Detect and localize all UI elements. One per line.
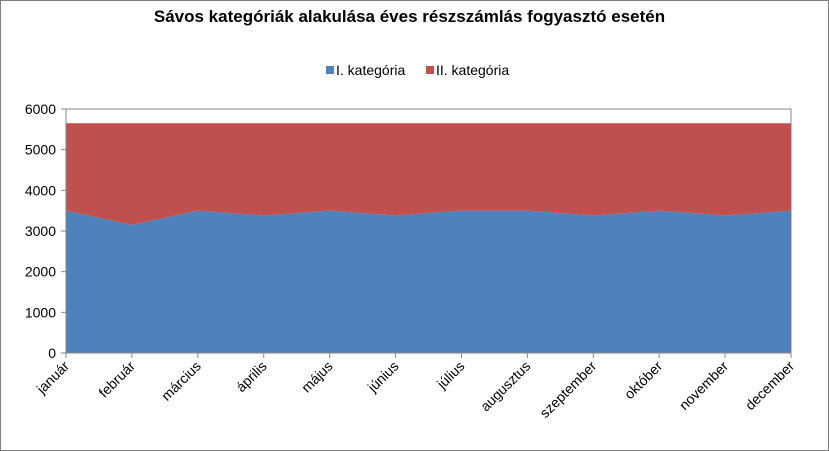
x-tick-label: október	[621, 358, 666, 403]
x-tick-label: április	[233, 358, 270, 395]
y-tick-label: 2000	[25, 264, 56, 280]
y-tick-label: 0	[48, 345, 56, 361]
legend: I. kategória II. kategória	[326, 62, 509, 78]
legend-label-1: I. kategória	[336, 62, 405, 78]
chart-title: Sávos kategóriák alakulása éves részszám…	[153, 7, 666, 26]
y-tick-label: 4000	[25, 182, 56, 198]
x-tick-label: június	[364, 358, 402, 396]
y-tick-label: 1000	[25, 304, 56, 320]
legend-swatch-1	[326, 66, 334, 74]
series-area-1	[66, 210, 791, 353]
x-tick-label: január	[33, 358, 73, 398]
x-tick-label: szeptember	[536, 358, 599, 421]
series-areas	[66, 123, 791, 353]
x-tick-label: december	[742, 358, 798, 414]
series-area-2	[66, 123, 791, 225]
x-tick-label: augusztus	[477, 358, 533, 414]
legend-label-2: II. kategória	[436, 62, 509, 78]
legend-swatch-2	[426, 66, 434, 74]
y-tick-label: 3000	[25, 223, 56, 239]
x-tick-label: július	[433, 358, 468, 393]
y-tick-label: 5000	[25, 142, 56, 158]
x-tick-label: május	[298, 358, 336, 396]
x-tick-label: február	[95, 358, 138, 401]
x-tick-label: március	[158, 358, 204, 404]
y-tick-label: 6000	[25, 101, 56, 117]
x-tick-label: november	[676, 358, 732, 414]
